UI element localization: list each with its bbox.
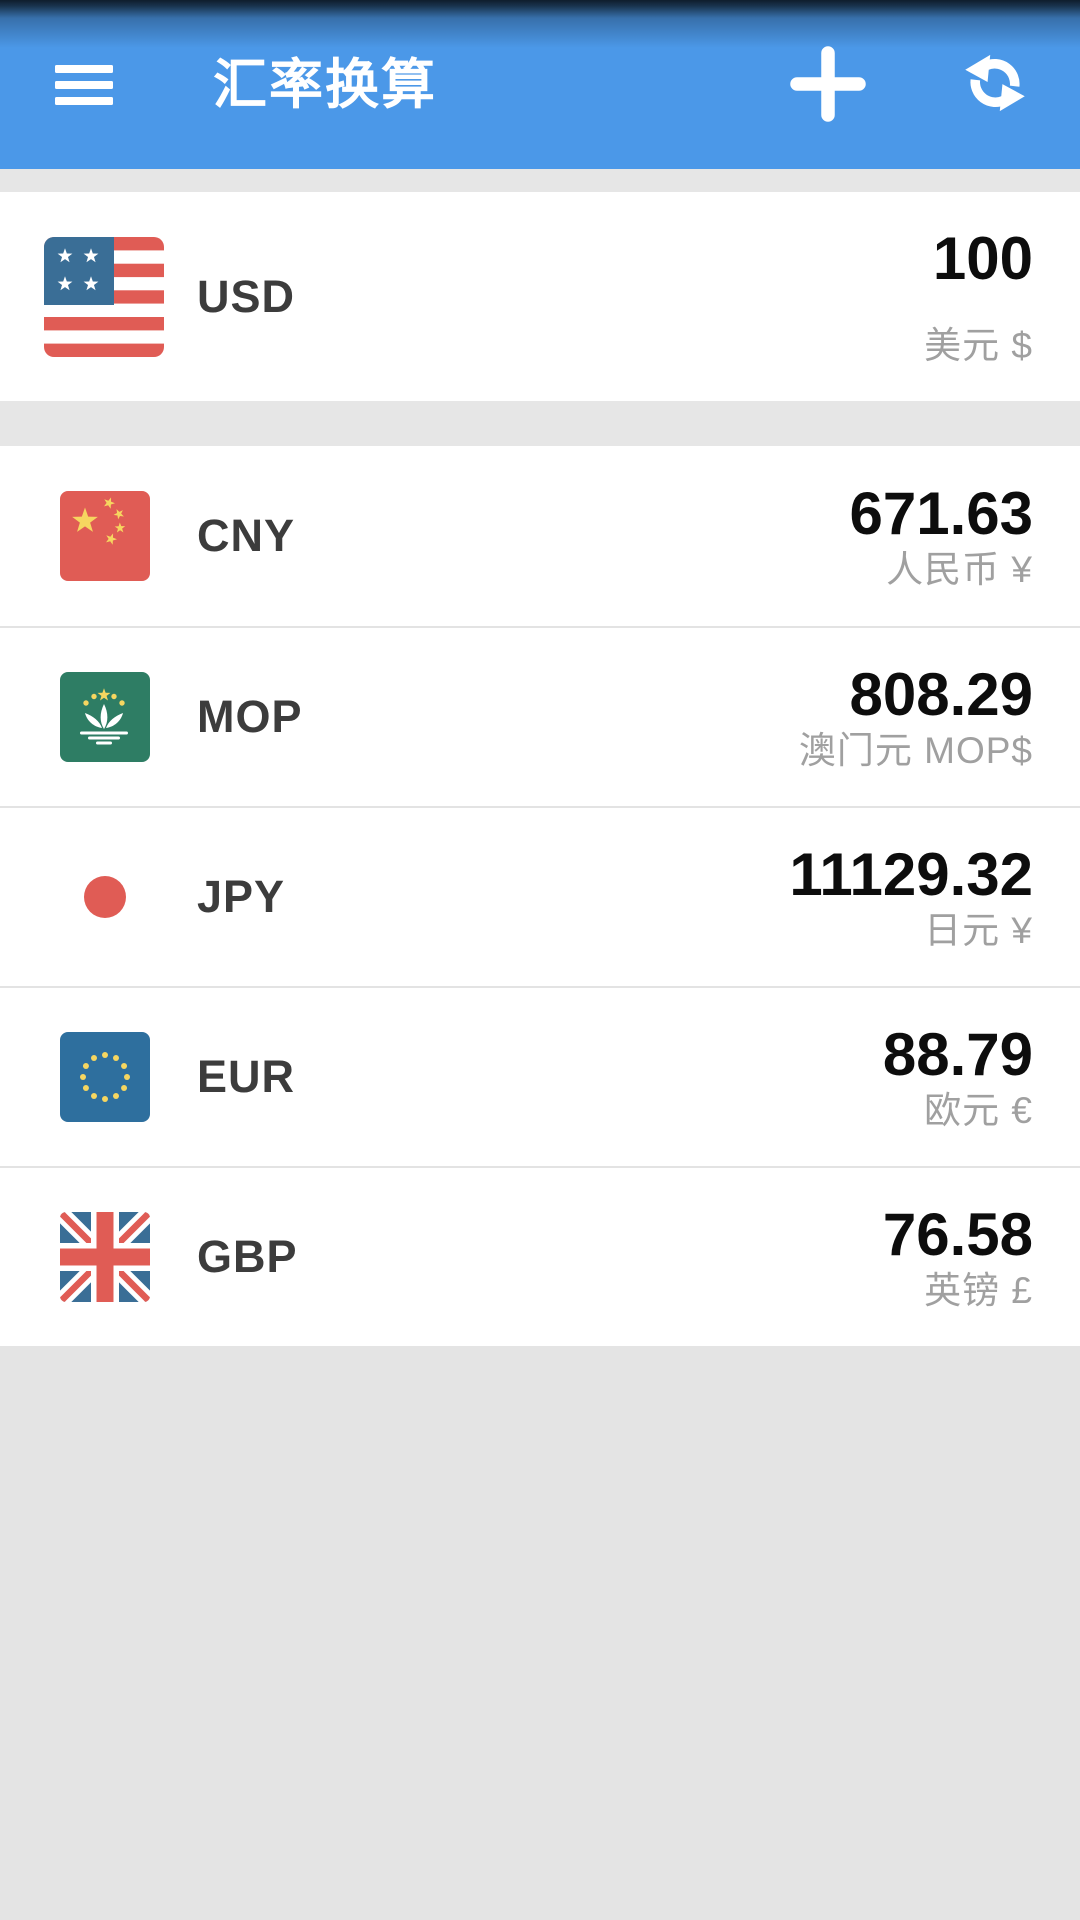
currency-amount-block: 88.79 欧元 € xyxy=(882,1021,1080,1131)
currency-row[interactable]: JPY 11129.32 日元 ¥ xyxy=(0,806,1080,986)
currency-amount-block: 11129.32 日元 ¥ xyxy=(789,841,1080,951)
currency-row[interactable]: GBP 76.58 英镑 £ xyxy=(0,1166,1080,1346)
currency-row[interactable]: MOP 808.29 澳门元 MOP$ xyxy=(0,626,1080,806)
currency-subtitle: 人民币 ¥ xyxy=(886,549,1033,590)
currency-list: USD 100 美元 $ CNY 671.63 人民币 ¥ xyxy=(0,192,1080,1346)
currency-subtitle: 欧元 € xyxy=(924,1090,1033,1131)
divider-strip xyxy=(0,169,1080,192)
currency-subtitle: 英镑 £ xyxy=(924,1270,1033,1311)
currency-row[interactable]: USD 100 美元 $ xyxy=(0,192,1080,401)
divider-strip xyxy=(0,401,1080,446)
currency-subtitle: 日元 ¥ xyxy=(924,910,1033,951)
flag-china-icon xyxy=(60,491,150,581)
currency-code: JPY xyxy=(197,871,286,922)
flag-usa-icon xyxy=(44,236,164,357)
page-title: 汇率换算 xyxy=(213,54,437,115)
currency-subtitle: 澳门元 MOP$ xyxy=(798,730,1033,771)
menu-button[interactable] xyxy=(55,64,113,105)
currency-code: MOP xyxy=(197,691,303,742)
currency-code: GBP xyxy=(197,1231,298,1282)
plus-icon xyxy=(790,46,866,122)
refresh-button[interactable] xyxy=(961,49,1029,117)
currency-value: 808.29 xyxy=(849,661,1033,728)
flag-uk-icon xyxy=(60,1212,150,1302)
currency-subtitle: 美元 $ xyxy=(924,325,1033,366)
status-bar-shade xyxy=(0,0,1080,48)
currency-value: 671.63 xyxy=(849,480,1033,547)
currency-amount-block: 100 美元 $ xyxy=(924,225,1080,366)
flag-japan-icon xyxy=(60,852,150,942)
currency-code: USD xyxy=(197,270,296,322)
currency-value: 88.79 xyxy=(882,1021,1033,1088)
currency-amount-block: 671.63 人民币 ¥ xyxy=(849,480,1080,590)
app-header: 汇率换算 xyxy=(0,0,1080,169)
currency-row[interactable]: CNY 671.63 人民币 ¥ xyxy=(0,446,1080,626)
empty-area xyxy=(0,1346,1080,1920)
currency-code: EUR xyxy=(197,1051,296,1102)
refresh-sync-icon xyxy=(965,54,1029,117)
currency-code: CNY xyxy=(197,510,296,561)
currency-value: 100 xyxy=(932,225,1033,292)
currency-value: 76.58 xyxy=(882,1201,1033,1268)
currency-value: 11129.32 xyxy=(789,841,1033,908)
currency-amount-block: 76.58 英镑 £ xyxy=(882,1201,1080,1311)
currency-row[interactable]: EUR 88.79 欧元 € xyxy=(0,986,1080,1166)
add-currency-button[interactable] xyxy=(789,45,867,123)
flag-eu-icon xyxy=(60,1032,150,1122)
currency-amount-block: 808.29 澳门元 MOP$ xyxy=(798,661,1080,771)
flag-macau-icon xyxy=(60,672,150,762)
